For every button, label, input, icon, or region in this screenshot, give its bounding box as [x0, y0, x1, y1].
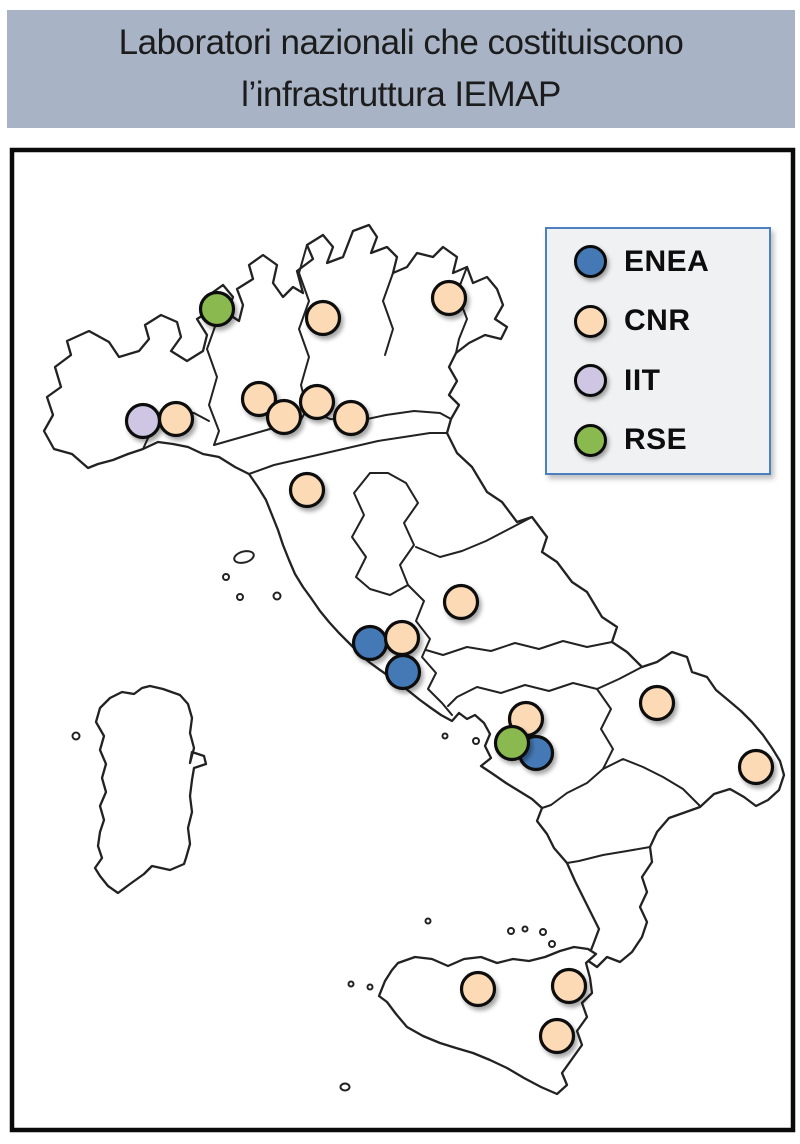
map-dot-cnr: [240, 380, 278, 418]
map-dot-cnr: [459, 970, 497, 1008]
map-dot-cnr: [638, 684, 676, 722]
legend-label-enea: ENEA: [624, 244, 710, 278]
small-islands: [71, 550, 556, 1092]
map-dot-cnr: [288, 471, 326, 509]
page-title-line-1: Laboratori nazionali che costituiscono: [118, 23, 684, 62]
sardinia-outline: [93, 684, 208, 895]
legend-row-cnr: CNR: [574, 304, 769, 338]
cnr-dot-icon: [574, 304, 607, 338]
legend-label-cnr: CNR: [624, 304, 691, 338]
title-banner: Laboratori nazionali che costituiscono l…: [7, 10, 795, 128]
map-dot-cnr: [265, 398, 303, 436]
map-dot-enea: [351, 624, 389, 662]
map-dot-cnr: [538, 1017, 576, 1055]
map-dot-iit: [124, 402, 162, 440]
sicily-outline: [377, 945, 598, 1096]
map-dot-cnr: [304, 299, 342, 337]
map-dot-cnr: [550, 967, 588, 1005]
map-dot-cnr: [383, 619, 421, 657]
legend-row-rse: RSE: [574, 423, 769, 457]
map-dot-cnr: [430, 279, 468, 317]
map-dot-cnr: [157, 400, 195, 438]
legend-row-iit: IIT: [574, 363, 769, 398]
map-dot-enea: [384, 653, 422, 691]
map-dot-cnr: [332, 399, 370, 437]
map-dot-rse: [493, 724, 531, 762]
map-dot-rse: [198, 290, 236, 328]
rse-dot-icon: [574, 423, 607, 457]
map-dot-cnr: [298, 383, 336, 421]
legend: ENEA CNR IIT RSE: [545, 227, 771, 475]
region-borders: [142, 244, 701, 864]
legend-label-iit: IIT: [624, 363, 661, 397]
enea-dot-icon: [574, 245, 607, 278]
iit-dot-icon: [574, 364, 607, 398]
legend-label-rse: RSE: [624, 423, 688, 457]
page-title-line-2: l’infrastruttura IEMAP: [241, 75, 561, 114]
map-dot-cnr: [442, 583, 480, 621]
map-dot-cnr: [737, 748, 775, 786]
lab-dots-layer: [124, 279, 775, 1055]
legend-row-enea: ENEA: [574, 245, 769, 278]
